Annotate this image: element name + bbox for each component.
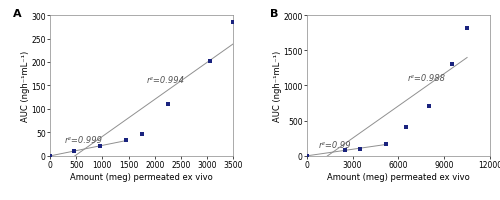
Point bbox=[382, 143, 390, 146]
Point bbox=[138, 132, 145, 136]
Point bbox=[448, 63, 456, 67]
X-axis label: Amount (meg) permeated ex vivo: Amount (meg) permeated ex vivo bbox=[327, 172, 470, 181]
Point bbox=[402, 126, 410, 129]
Point bbox=[46, 154, 54, 158]
Point bbox=[463, 28, 471, 31]
Text: r²=0.988: r²=0.988 bbox=[408, 73, 446, 82]
Point bbox=[356, 147, 364, 151]
Point bbox=[341, 149, 349, 152]
Text: r²=0.994: r²=0.994 bbox=[147, 75, 185, 84]
Point bbox=[70, 150, 78, 153]
Point bbox=[122, 139, 130, 142]
X-axis label: Amount (meg) permeated ex vivo: Amount (meg) permeated ex vivo bbox=[70, 172, 213, 181]
Point bbox=[206, 60, 214, 63]
Text: r²=0.99: r²=0.99 bbox=[319, 140, 352, 149]
Point bbox=[46, 154, 54, 158]
Point bbox=[230, 21, 237, 24]
Text: B: B bbox=[270, 9, 278, 19]
Text: r²=0.999: r²=0.999 bbox=[64, 135, 102, 144]
Point bbox=[164, 103, 172, 106]
Point bbox=[302, 154, 310, 158]
Text: A: A bbox=[14, 9, 22, 19]
Point bbox=[425, 105, 433, 108]
Y-axis label: AUC (ngh⁻¹mL⁻¹): AUC (ngh⁻¹mL⁻¹) bbox=[21, 51, 30, 121]
Point bbox=[96, 145, 104, 148]
Point bbox=[302, 154, 310, 158]
Y-axis label: AUC (ngh⁻¹mL⁻¹): AUC (ngh⁻¹mL⁻¹) bbox=[272, 51, 281, 121]
